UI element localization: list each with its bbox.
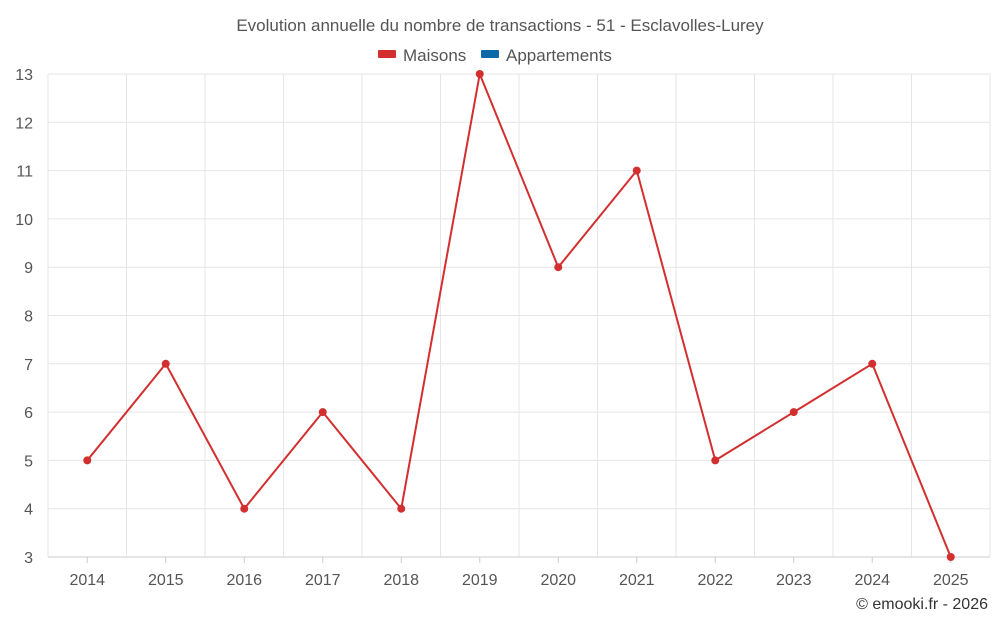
series-line-maisons <box>86 73 952 558</box>
legend-label-appartements: Appartements <box>506 46 612 65</box>
x-tick-label: 2020 <box>540 572 576 589</box>
legend-item-maisons[interactable]: Maisons <box>378 46 466 65</box>
x-tick-label: 2016 <box>226 572 262 589</box>
x-tick-label: 2015 <box>148 572 184 589</box>
y-tick-label: 11 <box>16 164 33 181</box>
chart-title: Evolution annuelle du nombre de transact… <box>236 16 764 35</box>
x-tick-label: 2014 <box>69 572 105 589</box>
y-tick-label: 10 <box>15 212 33 229</box>
x-tick-label: 2018 <box>383 572 419 589</box>
data-point-maisons[interactable] <box>632 166 641 175</box>
legend: Maisons Appartements <box>378 46 612 65</box>
data-point-maisons[interactable] <box>711 456 720 465</box>
y-tick-label: 7 <box>24 357 33 374</box>
data-point-maisons[interactable] <box>83 456 92 465</box>
y-tick-label: 8 <box>24 309 33 326</box>
data-point-maisons[interactable] <box>554 263 563 272</box>
legend-swatch-appartements <box>481 50 499 58</box>
y-tick-label: 6 <box>24 405 33 422</box>
legend-item-appartements[interactable]: Appartements <box>481 46 612 65</box>
x-tick-label: 2022 <box>697 572 733 589</box>
y-tick-label: 4 <box>24 502 33 519</box>
y-tick-label: 9 <box>24 260 33 277</box>
y-tick-label: 13 <box>15 67 33 84</box>
data-point-maisons[interactable] <box>318 408 327 417</box>
data-point-maisons[interactable] <box>789 408 798 417</box>
x-axis-ticks: 2014 2015 2016 2017 2018 2019 2020 2021 2022 2023… <box>69 572 968 589</box>
x-tick-label: 2025 <box>933 572 969 589</box>
data-point-maisons[interactable] <box>397 504 406 513</box>
data-point-maisons[interactable] <box>161 359 170 368</box>
data-point-maisons[interactable] <box>240 504 249 513</box>
y-tick-label: 5 <box>24 453 33 470</box>
y-tick-label: 12 <box>15 115 33 132</box>
grid <box>47 73 991 557</box>
series-maisons <box>83 70 955 561</box>
x-tick-label: 2021 <box>619 572 655 589</box>
credit: © emooki.fr - 2026 <box>856 596 988 613</box>
y-tick-label: 3 <box>24 550 33 567</box>
x-tick-label: 2023 <box>776 572 812 589</box>
data-point-maisons[interactable] <box>475 70 484 78</box>
x-tick-label: 2024 <box>854 572 890 589</box>
legend-swatch-maisons <box>378 50 396 58</box>
data-point-maisons[interactable] <box>868 359 877 368</box>
axes <box>48 556 990 563</box>
y-axis-ticks: 3 4 5 6 7 8 9 10 11 12 13 <box>15 67 33 567</box>
legend-label-maisons: Maisons <box>403 46 466 65</box>
x-tick-label: 2019 <box>462 572 498 589</box>
x-tick-label: 2017 <box>305 572 341 589</box>
data-point-maisons[interactable] <box>946 553 955 561</box>
